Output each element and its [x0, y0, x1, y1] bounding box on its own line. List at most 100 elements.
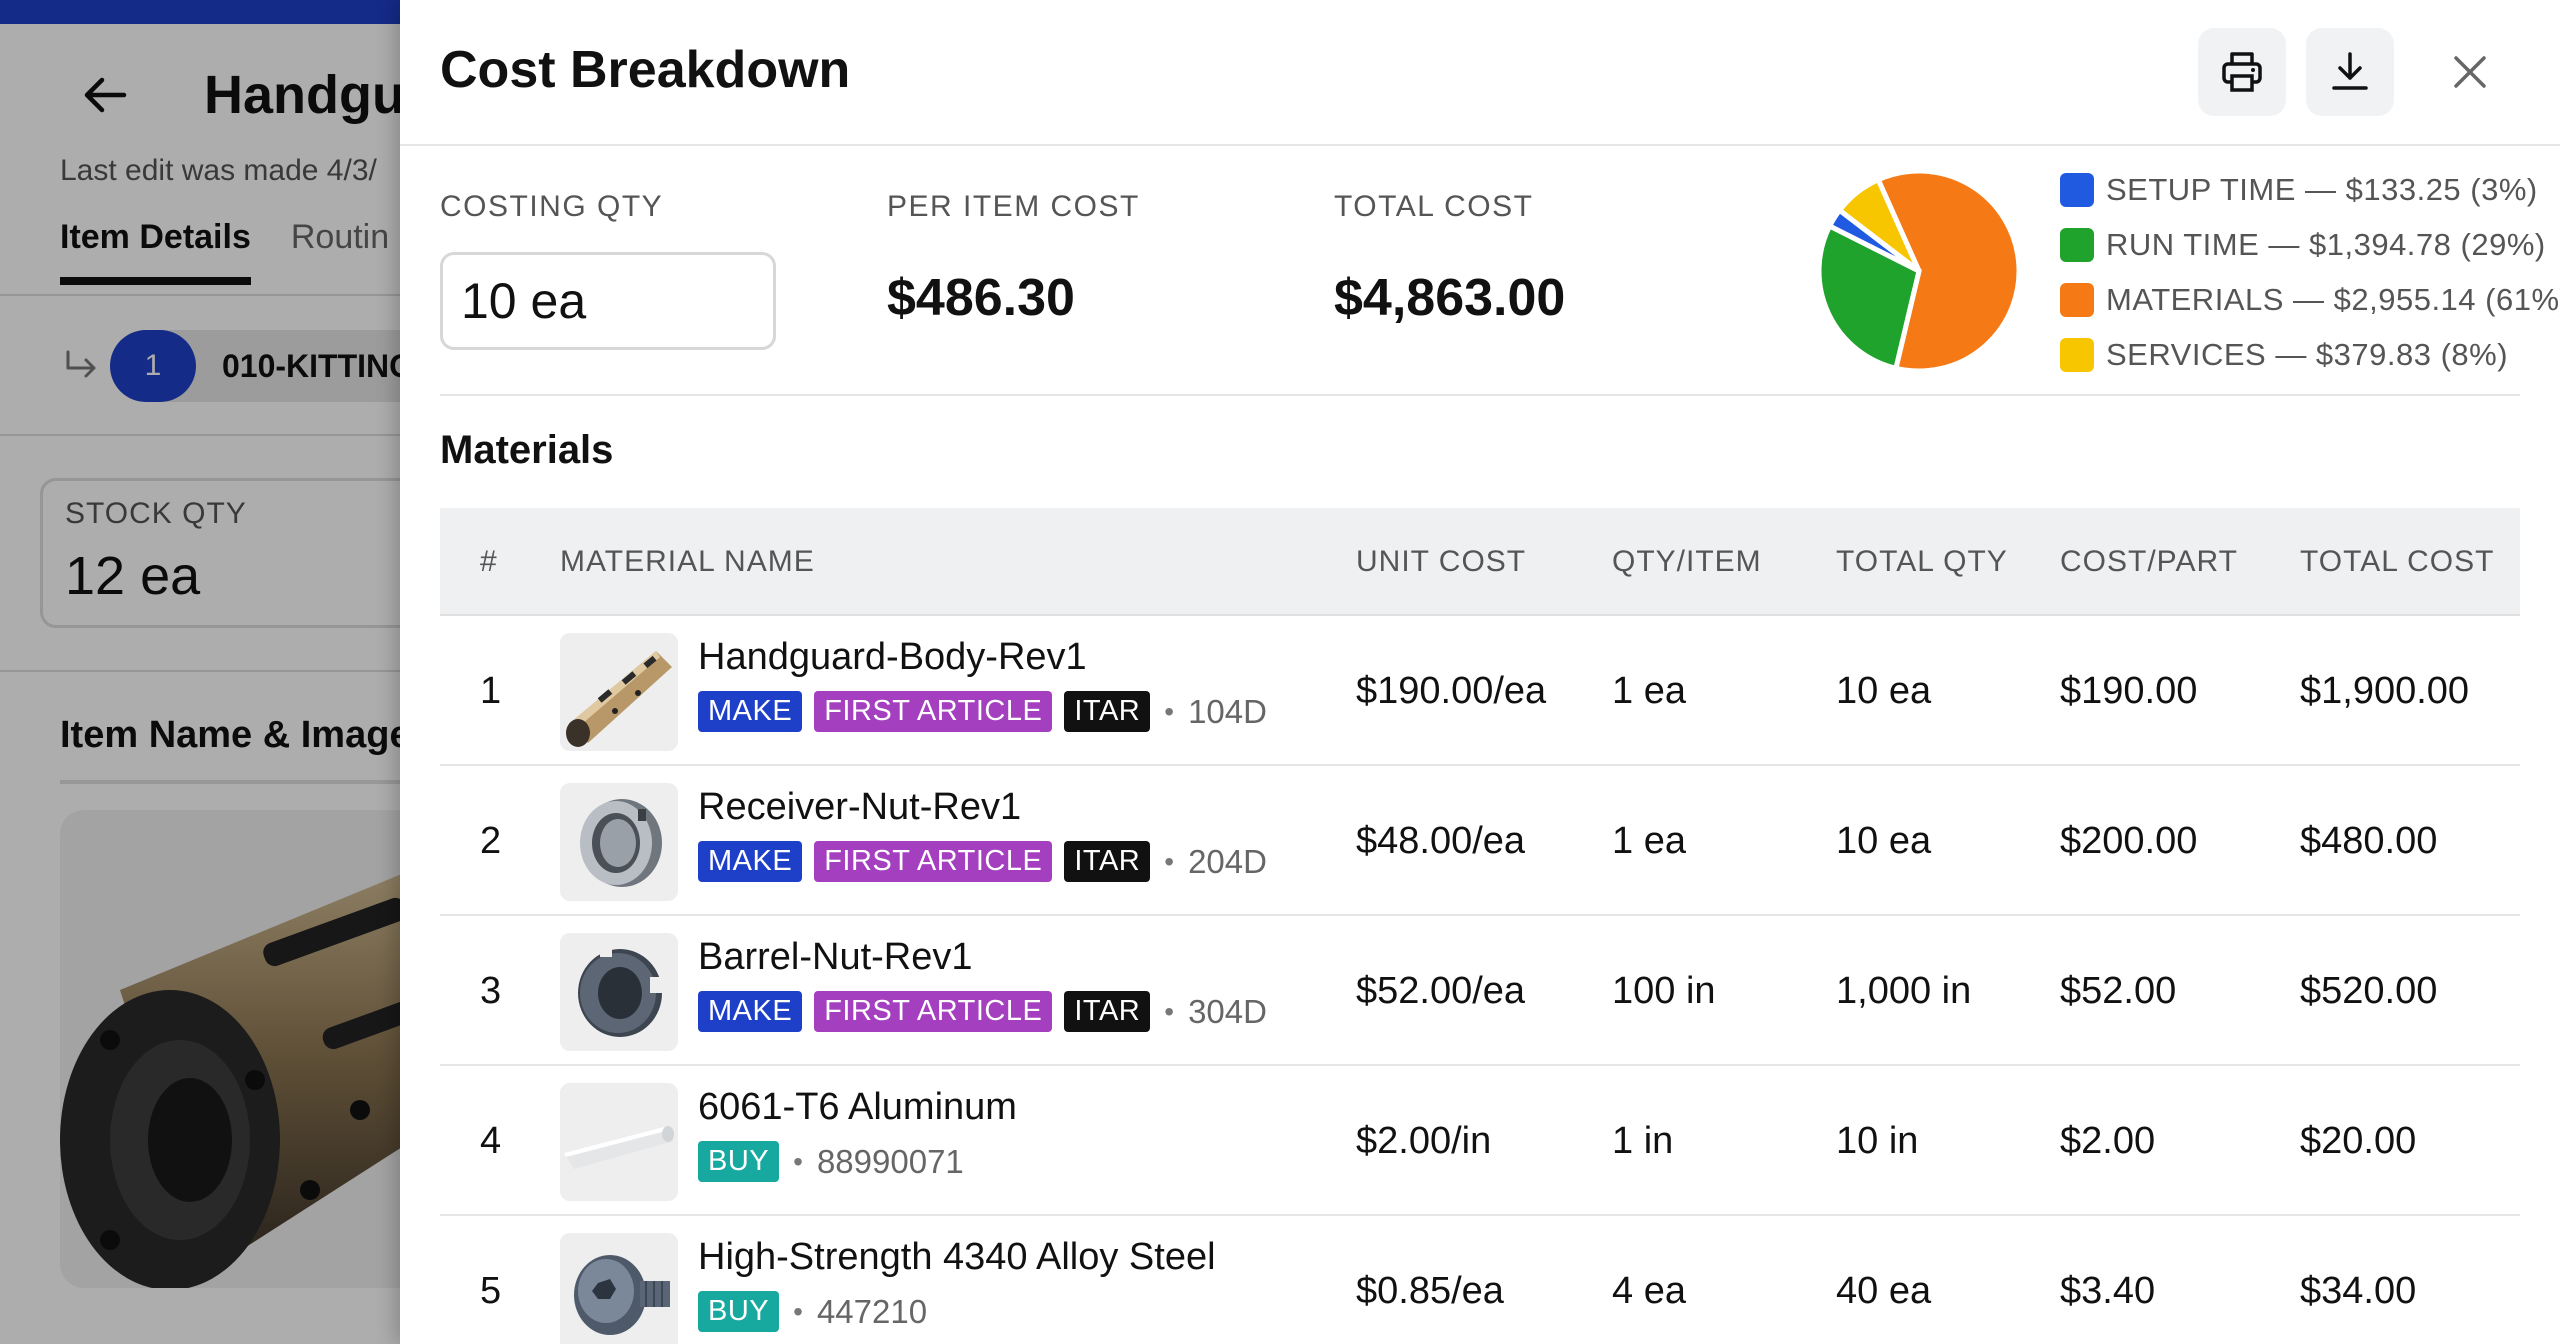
- total-qty-cell: 40 ea: [1836, 1269, 1932, 1312]
- subdirectory-arrow-icon: [66, 350, 96, 378]
- legend-item-run-time: RUN TIME — $1,394.78 (29%): [2060, 217, 2560, 272]
- table-row[interactable]: 2 Receiver-Nut-Rev1 MAKE FIRST ARTICLE I…: [440, 766, 2520, 916]
- last-edit-text: Last edit was made 4/3/: [60, 154, 377, 187]
- legend-label: RUN TIME — $1,394.78 (29%): [2106, 226, 2546, 262]
- material-code: 447210: [816, 1292, 928, 1330]
- material-name[interactable]: High-Strength 4340 Alloy Steel: [698, 1236, 1216, 1278]
- column-header-qty-item: QTY/ITEM: [1612, 545, 1762, 578]
- total-cost-cell: $480.00: [2300, 819, 2438, 862]
- legend-label: MATERIALS — $2,955.14 (61%): [2106, 281, 2560, 317]
- tag-itar: ITAR: [1064, 841, 1151, 882]
- legend-swatch: [2060, 172, 2094, 207]
- cost-breakdown-pie-chart: [1816, 168, 2022, 374]
- total-qty-cell: 10 ea: [1836, 669, 1932, 712]
- separator-dot: •: [793, 1145, 803, 1177]
- legend-item-materials: MATERIALS — $2,955.14 (61%): [2060, 272, 2560, 327]
- table-row[interactable]: 1 Handguard-Body-Rev1 MAKE FIRST ART: [440, 616, 2520, 766]
- unit-cost-cell: $48.00/ea: [1356, 819, 1526, 862]
- material-name[interactable]: Barrel-Nut-Rev1: [698, 936, 973, 978]
- material-thumbnail-barrel-nut: [560, 933, 678, 1051]
- unit-cost-cell: $2.00/in: [1356, 1119, 1492, 1162]
- material-tags: MAKE FIRST ARTICLE ITAR • 204D: [698, 841, 1267, 882]
- legend-swatch: [2060, 282, 2094, 317]
- tag-buy: BUY: [698, 1141, 780, 1182]
- routing-step-pill[interactable]: 1 010-KITTING: [110, 330, 455, 402]
- material-thumbnail-aluminum-rod: [560, 1083, 678, 1201]
- cost-part-cell: $190.00: [2060, 669, 2198, 712]
- costing-qty-value: 10 ea: [461, 273, 587, 329]
- cost-breakdown-legend: SETUP TIME — $133.25 (3%) RUN TIME — $1,…: [2060, 162, 2560, 382]
- material-name[interactable]: Receiver-Nut-Rev1: [698, 786, 1022, 828]
- table-row[interactable]: 5 High-Strength 4340 Alloy Steel BUY • 4…: [440, 1216, 2520, 1344]
- legend-label: SERVICES — $379.83 (8%): [2106, 336, 2509, 372]
- column-header-total-qty: TOTAL QTY: [1836, 545, 2008, 578]
- column-header-material-name: MATERIAL NAME: [560, 545, 815, 578]
- table-row[interactable]: 4 6061-T6 Aluminum BUY • 88990071 $2.00/…: [440, 1066, 2520, 1216]
- legend-item-setup-time: SETUP TIME — $133.25 (3%): [2060, 162, 2560, 217]
- separator-dot: •: [793, 1295, 803, 1327]
- costing-qty-input[interactable]: 10 ea: [440, 252, 776, 350]
- material-thumbnail-receiver-nut: [560, 783, 678, 901]
- cost-summary: COSTING QTY 10 ea PER ITEM COST $486.30 …: [440, 146, 2560, 396]
- material-name[interactable]: 6061-T6 Aluminum: [698, 1086, 1017, 1128]
- material-info: Handguard-Body-Rev1 MAKE FIRST ARTICLE I…: [698, 636, 1267, 732]
- tab-item-details[interactable]: Item Details: [60, 218, 251, 285]
- legend-label: SETUP TIME — $133.25 (3%): [2106, 171, 2538, 207]
- per-item-cost-label: PER ITEM COST: [887, 190, 1140, 223]
- column-header-unit-cost: UNIT COST: [1356, 545, 1527, 578]
- routing-step[interactable]: 1 010-KITTING: [62, 330, 455, 402]
- qty-item-cell: 4 ea: [1612, 1269, 1686, 1312]
- material-name[interactable]: Handguard-Body-Rev1: [698, 636, 1087, 678]
- materials-section-title: Materials: [440, 428, 614, 472]
- download-icon: [2332, 52, 2368, 90]
- tag-itar: ITAR: [1064, 991, 1151, 1032]
- cost-part-cell: $3.40: [2060, 1269, 2156, 1312]
- tag-make: MAKE: [698, 691, 803, 732]
- cost-part-cell: $200.00: [2060, 819, 2198, 862]
- material-tags: BUY • 447210: [698, 1291, 1216, 1332]
- material-info: High-Strength 4340 Alloy Steel BUY • 447…: [698, 1236, 1216, 1332]
- table-row[interactable]: 3 Barrel-Nut-Rev1 MAKE FIRST ARTICLE ITA…: [440, 916, 2520, 1066]
- material-thumbnail-alloy-steel-bolt: [560, 1233, 678, 1344]
- column-header-total-cost: TOTAL COST: [2300, 545, 2495, 578]
- qty-item-cell: 1 ea: [1612, 669, 1686, 712]
- unit-cost-cell: $52.00/ea: [1356, 969, 1526, 1012]
- costing-qty-label: COSTING QTY: [440, 190, 664, 223]
- material-code: 204D: [1188, 842, 1267, 880]
- item-name-section-title: Item Name & Image: [60, 714, 411, 756]
- close-icon: [2454, 56, 2486, 88]
- tag-make: MAKE: [698, 841, 803, 882]
- legend-swatch: [2060, 227, 2094, 262]
- modal-backdrop[interactable]: [0, 0, 400, 1344]
- table-header: # MATERIAL NAME UNIT COST QTY/ITEM TOTAL…: [440, 508, 2520, 616]
- total-cost-cell: $520.00: [2300, 969, 2438, 1012]
- pie-slice-run-time: [1816, 222, 1922, 372]
- total-qty-cell: 10 ea: [1836, 819, 1932, 862]
- material-info: Receiver-Nut-Rev1 MAKE FIRST ARTICLE ITA…: [698, 786, 1267, 882]
- material-code: 104D: [1188, 692, 1267, 730]
- row-number: 1: [480, 669, 502, 712]
- print-button[interactable]: [2198, 28, 2286, 116]
- top-accent-bar: [0, 0, 400, 24]
- stock-qty-label: STOCK QTY: [65, 497, 247, 530]
- total-cost-cell: $20.00: [2300, 1119, 2417, 1162]
- qty-item-cell: 1 ea: [1612, 819, 1686, 862]
- tab-routing[interactable]: Routin: [290, 218, 390, 256]
- close-button[interactable]: [2436, 38, 2504, 106]
- total-qty-cell: 10 in: [1836, 1119, 1919, 1162]
- legend-swatch: [2060, 337, 2094, 372]
- cost-breakdown-panel: Cost Breakdown COSTING QTY 10 ea P: [400, 0, 2560, 1344]
- row-number: 4: [480, 1119, 502, 1162]
- column-header-number: #: [480, 545, 498, 578]
- page-title: Handgu: [204, 65, 405, 125]
- download-button[interactable]: [2306, 28, 2394, 116]
- panel-header: Cost Breakdown: [400, 0, 2560, 146]
- total-qty-cell: 1,000 in: [1836, 969, 1972, 1012]
- qty-item-cell: 100 in: [1612, 969, 1716, 1012]
- back-arrow-icon[interactable]: [80, 70, 130, 120]
- material-tags: MAKE FIRST ARTICLE ITAR • 104D: [698, 691, 1267, 732]
- total-cost-cell: $34.00: [2300, 1269, 2417, 1312]
- stock-qty-card: STOCK QTY 12 ea: [40, 478, 440, 628]
- routing-step-name: 010-KITTING: [222, 347, 415, 384]
- separator-dot: •: [1164, 695, 1175, 727]
